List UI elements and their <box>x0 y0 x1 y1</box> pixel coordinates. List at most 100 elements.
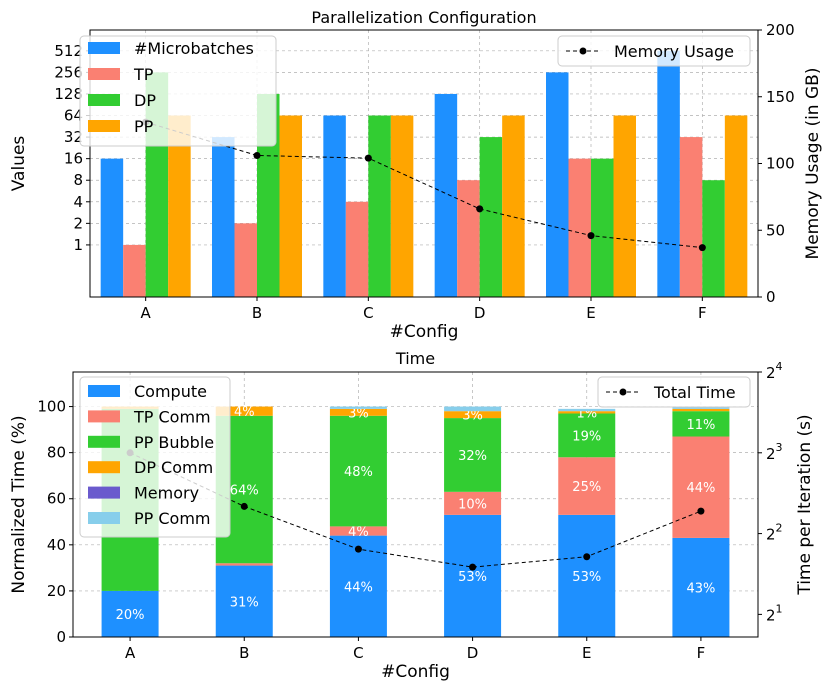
bar-ppcomm <box>444 406 502 412</box>
bar-microbatches <box>657 50 680 297</box>
y2-tick-label: 200 <box>766 21 795 39</box>
x-tick-label: E <box>582 644 591 662</box>
y2-tick-label: 50 <box>766 221 785 239</box>
y2-tick-base: 2 <box>766 364 776 382</box>
legend-label: Memory Usage <box>614 42 734 61</box>
x-tick-label: B <box>252 304 262 322</box>
memory-usage-line <box>145 121 703 249</box>
y-tick-label: 60 <box>47 490 66 508</box>
legend-marker <box>579 47 587 55</box>
y-tick-label: 20 <box>47 582 66 600</box>
bar-ppcomm <box>672 406 730 409</box>
bar-value-label: 32% <box>458 449 487 464</box>
x-tick-label: F <box>697 644 706 662</box>
bar-pp <box>390 115 414 297</box>
y-tick-label: 1 <box>73 236 83 254</box>
bar-value-label: 11% <box>686 418 715 433</box>
bar-value-label: 3% <box>348 406 369 421</box>
bottom-chart: 20%31%44%53% 53%43%4%10%25% 44%64%48%32%19… <box>9 349 815 682</box>
bar-microbatches <box>100 158 124 297</box>
bar-value-label: 4% <box>234 405 255 420</box>
bar-value-label: 43% <box>686 581 715 596</box>
bar-tpcomm <box>672 436 730 538</box>
bar-tpcomm <box>329 526 387 536</box>
bar-value-label: 25% <box>572 480 601 495</box>
x-tick-label: C <box>363 304 373 322</box>
y-tick-label: 80 <box>47 444 66 462</box>
memory-usage-point <box>698 244 706 252</box>
line-legend: Memory Usage <box>557 35 751 67</box>
bar-value-label: 44% <box>686 481 715 496</box>
legend-label: PP Comm <box>134 509 211 528</box>
bar-value-label: 48% <box>344 465 373 480</box>
bar-tp <box>234 223 257 297</box>
total-time-point <box>469 563 477 571</box>
bar-dp <box>368 115 391 297</box>
legend-swatch <box>88 461 120 474</box>
bar-value-label: 53% <box>572 570 601 585</box>
bar-tp <box>123 244 146 297</box>
legend-label: DP <box>134 91 156 110</box>
bar-tp <box>345 201 369 297</box>
bar-pp <box>168 115 191 297</box>
y-tick-label: 4 <box>73 193 83 211</box>
legend-swatch <box>88 94 120 106</box>
x-tick-label: E <box>586 304 595 322</box>
bar-ppbubble <box>672 411 730 437</box>
memory-usage-point <box>587 232 595 240</box>
total-time-point <box>240 502 248 510</box>
x-tick-label: D <box>467 644 479 662</box>
y-tick-label: 128 <box>54 85 83 103</box>
y2-tick-exponent: 1 <box>776 602 783 615</box>
legend-label: DP Comm <box>134 458 213 477</box>
y2-tick-base: 2 <box>766 606 776 624</box>
bar-microbatches <box>546 72 569 297</box>
y-axis-label: Normalized Time (%) <box>9 415 29 593</box>
x-tick-label: F <box>698 304 707 322</box>
legend-label: Memory <box>134 484 199 503</box>
bar-dp <box>479 137 503 297</box>
legend-swatch <box>88 42 120 54</box>
y-tick-label: 32 <box>64 128 83 146</box>
bar-dp <box>702 180 725 297</box>
legend-label: TP Comm <box>133 407 211 426</box>
y2-tick-label: 150 <box>766 88 795 106</box>
legend-swatch <box>88 68 120 80</box>
y2-tick-label: 24 <box>766 360 783 382</box>
bar-value-label: 44% <box>344 580 373 595</box>
bar-dpcomm <box>215 406 273 416</box>
total-time-point <box>583 553 591 561</box>
y2-tick-exponent: 2 <box>776 522 783 535</box>
bar-ppbubble <box>558 413 616 458</box>
legend-swatch <box>88 385 120 397</box>
bar-dp <box>591 158 614 297</box>
y-tick-label: 2 <box>73 214 83 232</box>
memory-usage-point <box>364 154 372 162</box>
legend-marker <box>619 388 627 396</box>
total-time-point <box>354 545 362 553</box>
bar-value-label: 4% <box>348 525 369 540</box>
y2-tick-label: 0 <box>766 288 776 306</box>
bar-pp <box>502 115 525 297</box>
y-tick-label: 100 <box>37 398 66 416</box>
y2-tick-exponent: 4 <box>776 360 783 373</box>
legend-label: #Microbatches <box>134 39 254 58</box>
x-tick-label: B <box>239 644 249 662</box>
y2-tick-label: 22 <box>766 522 783 544</box>
bar-dpcomm <box>329 408 387 416</box>
y2-tick-base: 2 <box>766 445 776 463</box>
y-tick-label: 40 <box>47 536 66 554</box>
bar-compute <box>444 514 502 637</box>
bar-microbatches <box>212 137 235 297</box>
bars-legend: #Microbatches TP DP PP <box>79 35 277 147</box>
y2-tick-base: 2 <box>766 526 776 544</box>
bar-ppcomm <box>329 406 387 409</box>
legend-label: PP <box>134 117 154 136</box>
bar-tp <box>679 137 703 297</box>
bar-value-label: 53% <box>458 570 487 585</box>
legend-label: Compute <box>134 382 207 401</box>
bar-pp <box>613 115 636 297</box>
bar-microbatches <box>323 115 346 297</box>
y2-tick-label: 21 <box>766 602 783 624</box>
